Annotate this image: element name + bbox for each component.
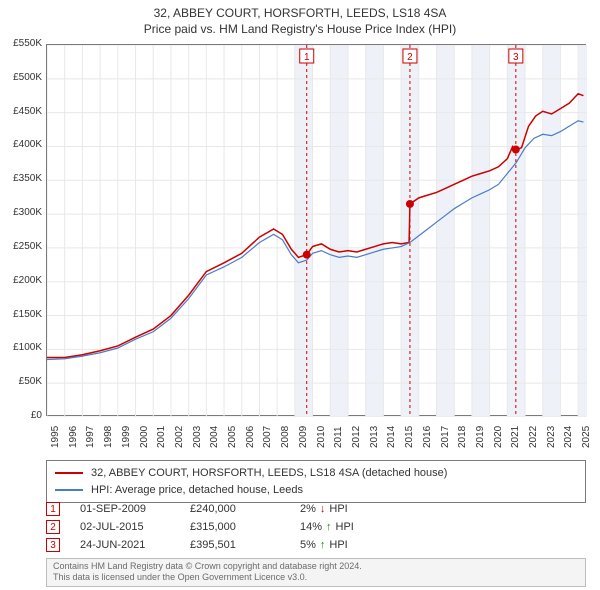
event-price-2: £395,501 [190, 539, 280, 551]
y-tick-label: £150K [0, 309, 42, 320]
legend-swatch-1 [55, 489, 83, 491]
event-row-0: 1 01-SEP-2009 £240,000 2% ↓ HPI [46, 500, 586, 518]
event-price-0: £240,000 [190, 503, 280, 515]
event-price-1: £315,000 [190, 521, 280, 533]
y-tick-label: £50K [0, 376, 42, 387]
x-tick-label: 2019 [475, 426, 486, 448]
x-tick-label: 2011 [333, 426, 344, 448]
y-tick-label: £250K [0, 241, 42, 252]
title-line-1: 32, ABBEY COURT, HORSFORTH, LEEDS, LS18 … [0, 6, 600, 22]
svg-text:1: 1 [304, 52, 310, 63]
title-block: 32, ABBEY COURT, HORSFORTH, LEEDS, LS18 … [0, 0, 600, 39]
x-tick-label: 2001 [156, 426, 167, 448]
title-line-2: Price paid vs. HM Land Registry's House … [0, 22, 600, 38]
page-container: 32, ABBEY COURT, HORSFORTH, LEEDS, LS18 … [0, 0, 600, 590]
event-pct-0: 2% [300, 503, 316, 515]
y-tick-label: £0 [0, 410, 42, 421]
x-tick-label: 2024 [563, 426, 574, 448]
x-tick-label: 2014 [386, 426, 397, 448]
x-tick-label: 1997 [85, 426, 96, 448]
event-suffix-0: HPI [329, 503, 347, 515]
event-date-0: 01-SEP-2009 [80, 503, 170, 515]
x-tick-label: 2008 [280, 426, 291, 448]
y-tick-label: £100K [0, 342, 42, 353]
y-tick-label: £300K [0, 207, 42, 218]
y-tick-label: £450K [0, 106, 42, 117]
legend-label-1: HPI: Average price, detached house, Leed… [91, 482, 303, 499]
x-tick-label: 2007 [262, 426, 273, 448]
x-tick-label: 2022 [528, 426, 539, 448]
y-tick-label: £200K [0, 275, 42, 286]
x-tick-label: 2018 [457, 426, 468, 448]
legend-row-1: HPI: Average price, detached house, Leed… [55, 482, 577, 499]
x-tick-label: 2013 [369, 426, 380, 448]
arrow-icon-2: ↑ [320, 539, 326, 551]
chart-svg: 1 2 3 [47, 45, 587, 417]
x-tick-label: 2000 [139, 426, 150, 448]
event-hpi-2: 5% ↑ HPI [300, 539, 430, 551]
legend-row-0: 32, ABBEY COURT, HORSFORTH, LEEDS, LS18 … [55, 465, 577, 482]
event-hpi-1: 14% ↑ HPI [300, 521, 430, 533]
legend-label-0: 32, ABBEY COURT, HORSFORTH, LEEDS, LS18 … [91, 465, 447, 482]
footer-line-2: This data is licensed under the Open Gov… [53, 572, 579, 583]
event-date-2: 24-JUN-2021 [80, 539, 170, 551]
x-tick-label: 2002 [174, 426, 185, 448]
arrow-icon-1: ↑ [326, 521, 332, 533]
legend-swatch-0 [55, 472, 83, 474]
x-tick-label: 1995 [50, 426, 61, 448]
svg-text:3: 3 [513, 52, 519, 63]
event-row-2: 3 24-JUN-2021 £395,501 5% ↑ HPI [46, 536, 586, 554]
x-tick-label: 2009 [298, 426, 309, 448]
event-row-1: 2 02-JUL-2015 £315,000 14% ↑ HPI [46, 518, 586, 536]
svg-text:2: 2 [407, 52, 413, 63]
y-tick-label: £500K [0, 72, 42, 83]
event-suffix-2: HPI [329, 539, 347, 551]
x-tick-label: 2006 [245, 426, 256, 448]
x-tick-label: 2004 [209, 426, 220, 448]
footer-line-1: Contains HM Land Registry data © Crown c… [53, 561, 579, 572]
event-pct-2: 5% [300, 539, 316, 551]
event-hpi-0: 2% ↓ HPI [300, 503, 430, 515]
x-tick-label: 2021 [510, 426, 521, 448]
y-tick-label: £550K [0, 38, 42, 49]
x-tick-label: 2012 [351, 426, 362, 448]
event-suffix-1: HPI [336, 521, 354, 533]
x-tick-label: 1996 [68, 426, 79, 448]
x-tick-label: 2025 [581, 426, 592, 448]
arrow-icon-0: ↓ [320, 503, 326, 515]
footer-box: Contains HM Land Registry data © Crown c… [46, 558, 586, 587]
x-tick-label: 2016 [422, 426, 433, 448]
x-tick-label: 2003 [192, 426, 203, 448]
x-tick-label: 2010 [316, 426, 327, 448]
y-tick-label: £350K [0, 173, 42, 184]
x-tick-label: 1998 [103, 426, 114, 448]
legend-box: 32, ABBEY COURT, HORSFORTH, LEEDS, LS18 … [46, 460, 586, 503]
x-tick-label: 2015 [404, 426, 415, 448]
x-tick-label: 2017 [440, 426, 451, 448]
event-marker-1: 2 [46, 520, 60, 534]
event-marker-2: 3 [46, 538, 60, 552]
x-tick-label: 2005 [227, 426, 238, 448]
x-tick-label: 2020 [493, 426, 504, 448]
chart-area: 1 2 3 [46, 44, 586, 416]
y-tick-label: £400K [0, 139, 42, 150]
event-pct-1: 14% [300, 521, 322, 533]
x-tick-label: 1999 [121, 426, 132, 448]
events-block: 1 01-SEP-2009 £240,000 2% ↓ HPI 2 02-JUL… [46, 500, 586, 554]
event-date-1: 02-JUL-2015 [80, 521, 170, 533]
event-marker-0: 1 [46, 502, 60, 516]
x-tick-label: 2023 [546, 426, 557, 448]
